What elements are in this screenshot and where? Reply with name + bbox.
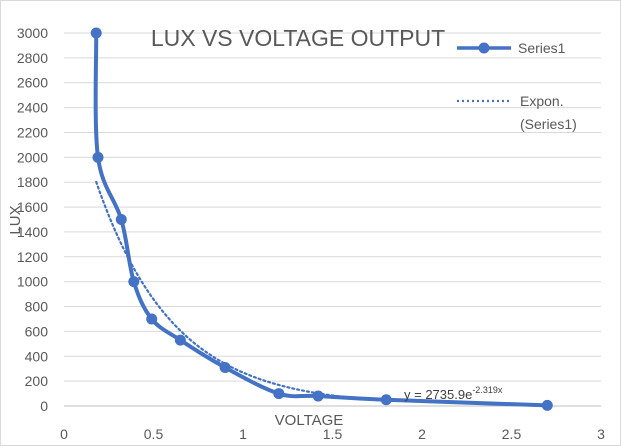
series1-point	[541, 399, 553, 411]
y-tick-label: 1800	[17, 174, 48, 190]
y-axis-ticks: 0 200 400 600 800 1000 1200 1400 1600 1800 2000 220…	[17, 25, 48, 414]
series1-line	[93, 31, 550, 408]
trendline-equation-exponent: -2.319x	[472, 385, 503, 395]
x-tick-label: 0.5	[144, 426, 164, 442]
trendline-equation: y = 2735.9e-2.319x	[404, 385, 503, 402]
y-tick-label: 2000	[17, 149, 48, 165]
y-tick-label: 200	[25, 373, 49, 389]
series1-point	[115, 214, 127, 225]
legend-series1-marker	[478, 42, 490, 54]
y-tick-label: 1600	[17, 199, 48, 215]
y-tick-label: 800	[25, 299, 49, 315]
y-tick-label: 1400	[17, 224, 48, 240]
series-group	[90, 27, 553, 411]
y-tick-label: 600	[25, 323, 49, 339]
series1-point	[312, 390, 324, 402]
chart-title: LUX VS VOLTAGE OUTPUT	[151, 25, 445, 51]
legend: Series1 Expon. (Series1)	[457, 40, 577, 132]
y-tick-label: 0	[40, 398, 48, 414]
y-tick-label: 1200	[17, 249, 48, 265]
x-axis-label: VOLTAGE	[275, 412, 344, 429]
y-tick-label: 1000	[17, 274, 48, 290]
series1-point	[174, 334, 186, 346]
series1-point	[380, 394, 392, 406]
x-tick-label: 2	[418, 426, 426, 442]
series1-point	[90, 27, 102, 39]
series1-point	[92, 151, 104, 163]
trendline-path	[95, 180, 388, 402]
y-tick-label: 2800	[17, 50, 48, 66]
x-tick-label: 1	[239, 426, 247, 442]
x-axis-ticks: 0 0.5 1 1.5 2 2.5 3	[60, 426, 605, 442]
y-tick-label: 2200	[17, 124, 48, 140]
legend-trendline-label-line1: Expon.	[520, 93, 564, 109]
y-tick-label: 3000	[17, 25, 48, 41]
x-tick-label: 2.5	[502, 426, 522, 442]
legend-series1-label: Series1	[518, 40, 566, 56]
y-tick-label: 400	[25, 348, 49, 364]
x-tick-label: 3	[597, 426, 605, 442]
legend-trendline-label-line2: (Series1)	[520, 116, 577, 132]
trendline-group	[95, 180, 388, 402]
x-tick-label: 1.5	[323, 426, 343, 442]
x-tick-label: 0	[60, 426, 68, 442]
y-tick-label: 2400	[17, 100, 48, 116]
series1-point	[146, 313, 158, 325]
trendline-equation-base: y = 2735.9e	[404, 387, 472, 402]
gridlines	[64, 32, 601, 407]
y-axis-label: LUX	[7, 205, 24, 234]
y-tick-label: 2600	[17, 75, 48, 91]
series1-point	[128, 276, 140, 288]
series1-point	[219, 361, 231, 373]
series1-point	[273, 388, 285, 400]
